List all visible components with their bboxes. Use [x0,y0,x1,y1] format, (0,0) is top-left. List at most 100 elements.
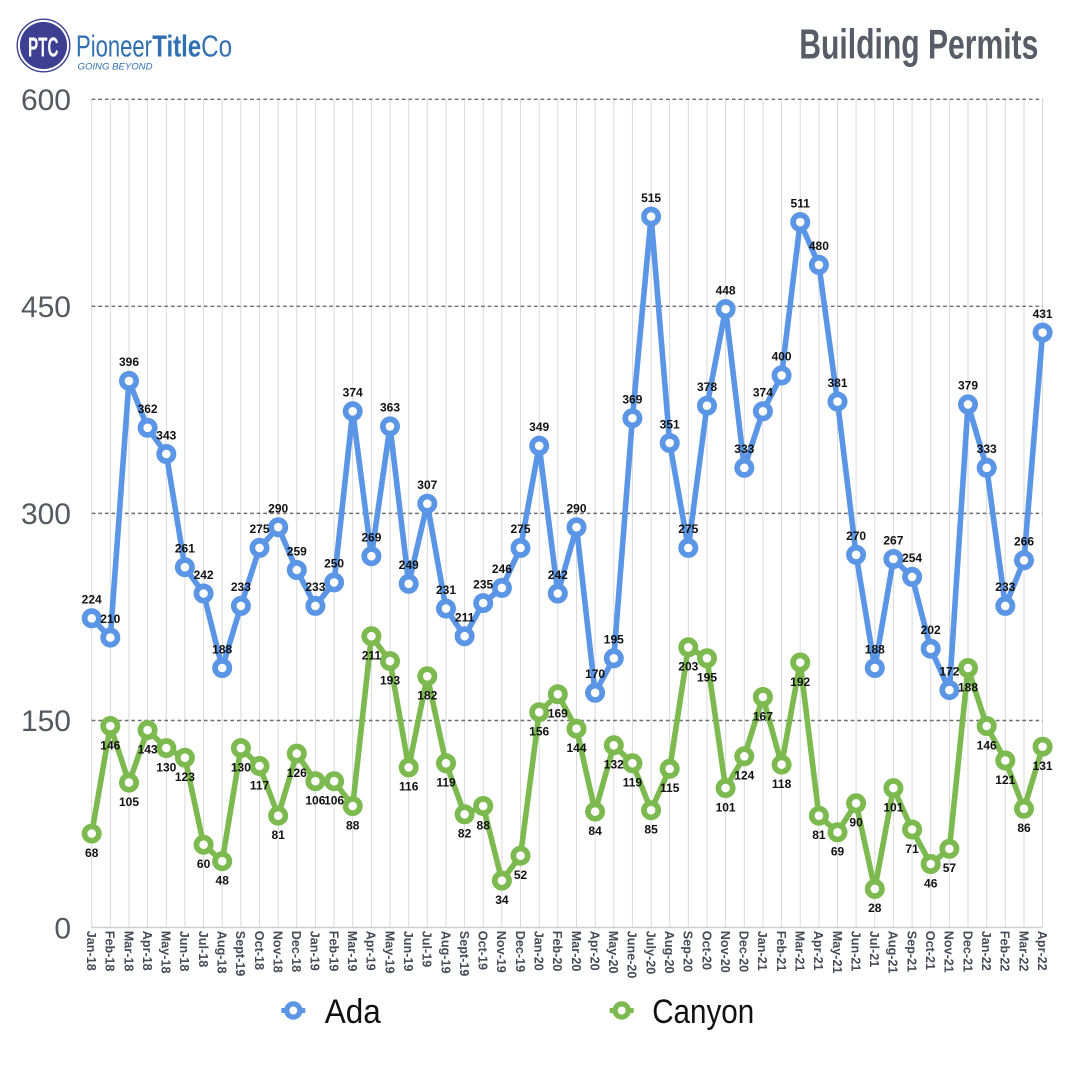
svg-text:Jun-21: Jun-21 [848,931,862,972]
svg-text:146: 146 [977,738,997,752]
svg-text:Oct-21: Oct-21 [923,931,937,970]
svg-text:May-20: May-20 [606,931,620,974]
svg-text:182: 182 [417,689,437,703]
svg-text:Nov-19: Nov-19 [494,931,508,973]
svg-text:Jul-21: Jul-21 [867,931,881,967]
svg-text:167: 167 [753,709,773,723]
svg-text:Feb-20: Feb-20 [550,931,564,972]
svg-text:Jun-18: Jun-18 [177,931,191,972]
svg-text:224: 224 [82,593,102,607]
svg-text:Feb-18: Feb-18 [103,931,117,972]
svg-text:333: 333 [977,442,997,456]
svg-text:150: 150 [21,705,71,738]
svg-text:250: 250 [324,557,344,571]
svg-text:254: 254 [902,551,922,565]
svg-text:105: 105 [119,795,139,809]
svg-text:Jan-18: Jan-18 [84,931,98,971]
svg-text:Mar-18: Mar-18 [121,931,135,972]
svg-text:290: 290 [566,502,586,516]
svg-text:343: 343 [156,428,176,442]
svg-text:126: 126 [287,766,307,780]
svg-text:132: 132 [604,758,624,772]
svg-text:Apr-22: Apr-22 [1035,931,1049,971]
svg-text:57: 57 [943,861,957,875]
svg-text:Jan-22: Jan-22 [979,931,993,971]
svg-text:144: 144 [566,741,586,755]
svg-text:85: 85 [644,823,658,837]
svg-text:Pioneer: Pioneer [76,30,152,64]
svg-text:Apr-19: Apr-19 [364,931,378,971]
svg-text:Nov-20: Nov-20 [718,931,732,973]
svg-text:101: 101 [883,800,903,814]
svg-text:233: 233 [231,580,251,594]
svg-text:Apr-18: Apr-18 [140,931,154,971]
svg-text:378: 378 [697,380,717,394]
svg-text:71: 71 [905,842,919,856]
svg-text:Aug-19: Aug-19 [438,931,452,974]
svg-text:68: 68 [85,846,99,860]
svg-text:270: 270 [846,529,866,543]
svg-text:242: 242 [194,568,214,582]
svg-text:Mar-22: Mar-22 [1016,931,1030,972]
svg-text:195: 195 [697,671,717,685]
svg-text:81: 81 [812,828,826,842]
svg-text:210: 210 [100,612,120,626]
svg-text:Mar-21: Mar-21 [793,931,807,972]
svg-text:106: 106 [324,794,344,808]
svg-text:84: 84 [588,824,602,838]
svg-text:121: 121 [995,773,1015,787]
svg-text:362: 362 [138,402,158,416]
svg-text:275: 275 [249,522,269,536]
svg-text:156: 156 [529,725,549,739]
svg-text:Mar-20: Mar-20 [569,931,583,972]
svg-text:211: 211 [362,649,382,663]
svg-text:351: 351 [660,417,680,431]
svg-text:Dec-21: Dec-21 [960,931,974,972]
svg-text:117: 117 [250,778,270,792]
svg-text:May-19: May-19 [382,931,396,974]
svg-text:363: 363 [380,401,400,415]
svg-text:450: 450 [21,291,71,324]
svg-text:Canyon: Canyon [652,993,754,1031]
svg-text:July-20: July-20 [643,931,657,974]
svg-text:Jan-20: Jan-20 [532,931,546,971]
svg-text:48: 48 [216,874,230,888]
svg-text:369: 369 [622,393,642,407]
svg-text:Jan-21: Jan-21 [755,931,769,971]
svg-text:PTC: PTC [28,31,59,62]
svg-text:86: 86 [1017,821,1031,835]
svg-text:60: 60 [197,857,211,871]
svg-text:Aug-21: Aug-21 [886,931,900,974]
svg-text:448: 448 [716,283,736,297]
svg-text:106: 106 [305,794,325,808]
svg-text:188: 188 [958,680,978,694]
svg-text:266: 266 [1014,535,1034,549]
svg-text:195: 195 [604,633,624,647]
svg-text:169: 169 [548,707,568,721]
svg-text:Co: Co [201,30,232,64]
svg-text:Ada: Ada [325,993,382,1031]
svg-text:Apr-20: Apr-20 [587,931,601,971]
svg-text:233: 233 [305,580,325,594]
svg-text:267: 267 [883,533,903,547]
svg-text:193: 193 [380,673,400,687]
svg-text:28: 28 [868,901,882,915]
svg-text:Apr-21: Apr-21 [811,931,825,971]
svg-text:Sep-20: Sep-20 [681,931,695,972]
svg-text:82: 82 [458,827,472,841]
svg-text:130: 130 [231,760,251,774]
svg-text:480: 480 [809,239,829,253]
svg-text:192: 192 [790,675,810,689]
svg-text:Oct-20: Oct-20 [699,931,713,970]
svg-text:May-18: May-18 [159,931,173,974]
svg-text:146: 146 [100,738,120,752]
svg-text:Feb-21: Feb-21 [774,931,788,972]
svg-text:GOING BEYOND: GOING BEYOND [78,61,153,72]
svg-text:396: 396 [119,355,139,369]
svg-text:Nov-18: Nov-18 [271,931,285,973]
svg-text:269: 269 [361,531,381,545]
svg-text:131: 131 [1033,759,1053,773]
svg-text:Aug-20: Aug-20 [662,931,676,974]
svg-text:90: 90 [849,816,863,830]
svg-text:259: 259 [287,544,307,558]
